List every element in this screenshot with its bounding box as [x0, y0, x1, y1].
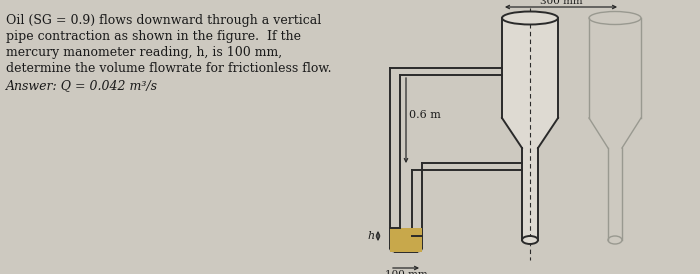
Text: h: h: [368, 231, 375, 241]
Bar: [390, 228, 422, 252]
Bar: [522, 148, 538, 240]
Polygon shape: [502, 118, 558, 148]
Text: mercury manometer reading, h, is 100 mm,: mercury manometer reading, h, is 100 mm,: [6, 46, 282, 59]
Bar: [502, 18, 558, 118]
Text: Answer: Q = 0.042 m³/s: Answer: Q = 0.042 m³/s: [6, 79, 158, 92]
Text: Oil (SG = 0.9) flows downward through a vertical: Oil (SG = 0.9) flows downward through a …: [6, 14, 321, 27]
Text: determine the volume flowrate for frictionless flow.: determine the volume flowrate for fricti…: [6, 62, 332, 75]
Ellipse shape: [502, 12, 558, 24]
Ellipse shape: [522, 236, 538, 244]
Text: pipe contraction as shown in the figure.  If the: pipe contraction as shown in the figure.…: [6, 30, 301, 43]
Text: 300 mm: 300 mm: [540, 0, 582, 6]
Text: 0.6 m: 0.6 m: [409, 110, 441, 120]
Text: 100 mm: 100 mm: [385, 270, 427, 274]
